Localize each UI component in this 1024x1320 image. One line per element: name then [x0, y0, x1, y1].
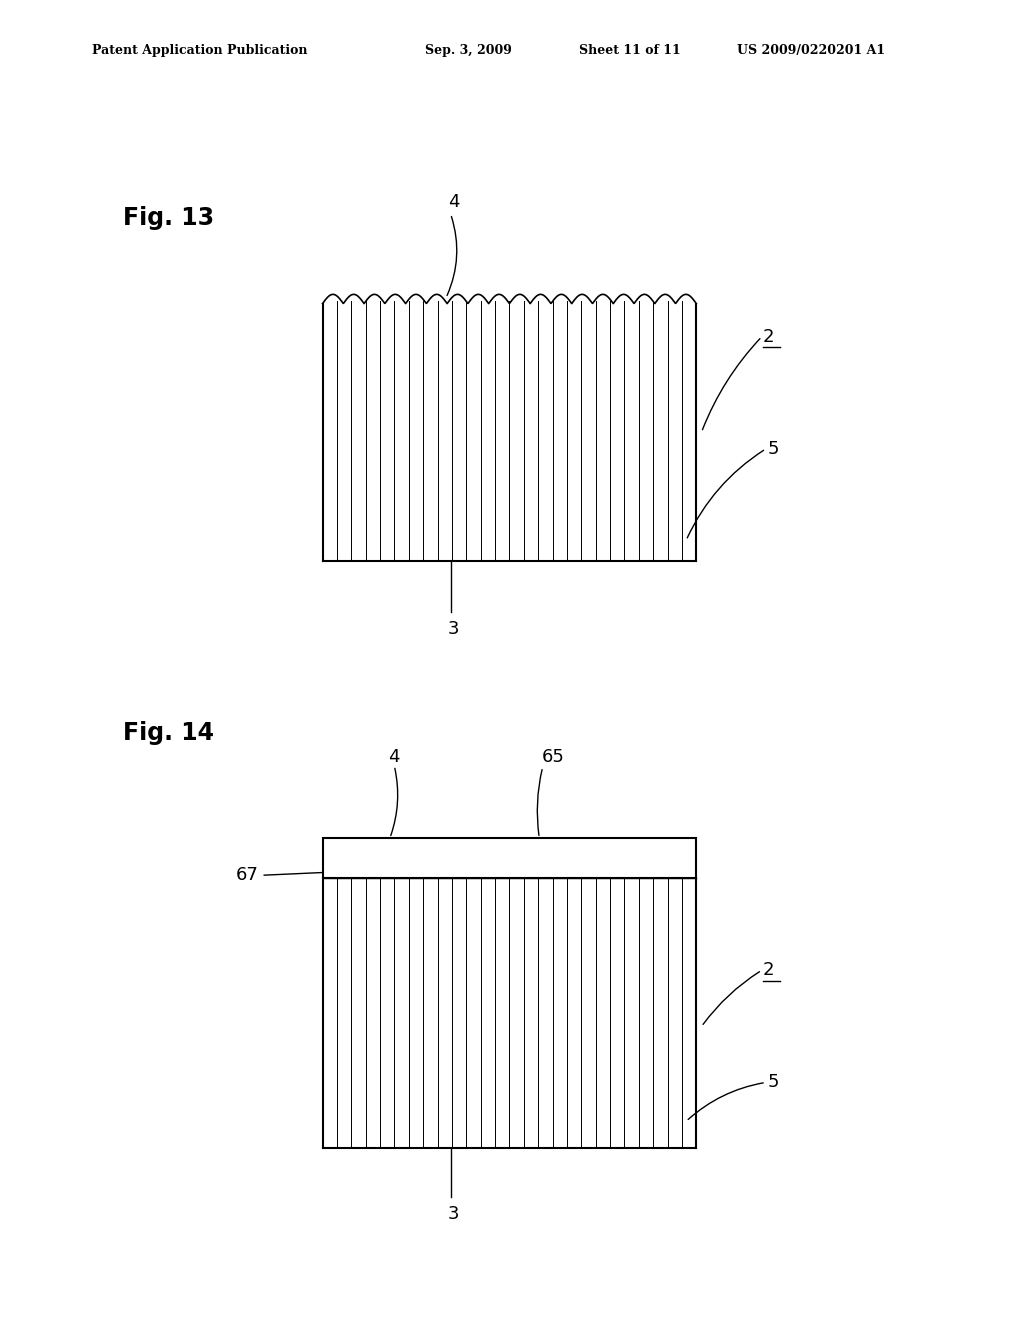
Text: Fig. 13: Fig. 13 [123, 206, 214, 230]
Text: 2: 2 [763, 961, 774, 979]
Text: 4: 4 [447, 193, 460, 211]
Text: 67: 67 [237, 866, 259, 884]
Text: 5: 5 [768, 1073, 779, 1092]
Text: 4: 4 [388, 747, 400, 766]
Text: 3: 3 [447, 620, 460, 639]
Text: Fig. 14: Fig. 14 [123, 721, 214, 744]
Text: 3: 3 [447, 1205, 460, 1224]
Text: 2: 2 [763, 327, 774, 346]
Text: Patent Application Publication: Patent Application Publication [92, 44, 307, 57]
Text: US 2009/0220201 A1: US 2009/0220201 A1 [737, 44, 886, 57]
Text: Sep. 3, 2009: Sep. 3, 2009 [425, 44, 512, 57]
Text: 5: 5 [768, 440, 779, 458]
Text: 65: 65 [542, 747, 564, 766]
Text: Sheet 11 of 11: Sheet 11 of 11 [579, 44, 680, 57]
Bar [323, 838, 696, 878]
